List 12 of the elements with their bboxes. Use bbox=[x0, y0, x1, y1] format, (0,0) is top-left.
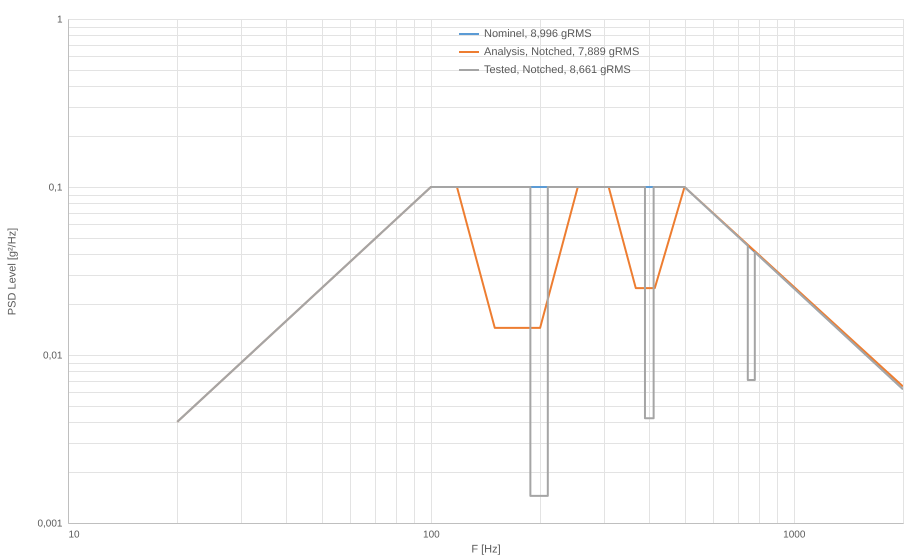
legend-label: Tested, Notched, 8,661 gRMS bbox=[484, 64, 631, 76]
x-tick-label: 1000 bbox=[783, 530, 806, 540]
legend-label: Nominel, 8,996 gRMS bbox=[484, 28, 592, 40]
legend-label: Analysis, Notched, 7,889 gRMS bbox=[484, 46, 640, 58]
y-tick-label: 0,01 bbox=[43, 350, 63, 362]
x-tick-label: 100 bbox=[423, 530, 440, 540]
x-tick-label: 10 bbox=[68, 530, 80, 540]
y-axis-title: PSD Level [g²/Hz] bbox=[6, 228, 18, 316]
x-axis-title: F [Hz] bbox=[471, 544, 501, 556]
y-tick-label: 0,001 bbox=[37, 518, 63, 530]
y-tick-label: 0,1 bbox=[48, 182, 63, 194]
y-tick-label: 1 bbox=[56, 14, 63, 26]
